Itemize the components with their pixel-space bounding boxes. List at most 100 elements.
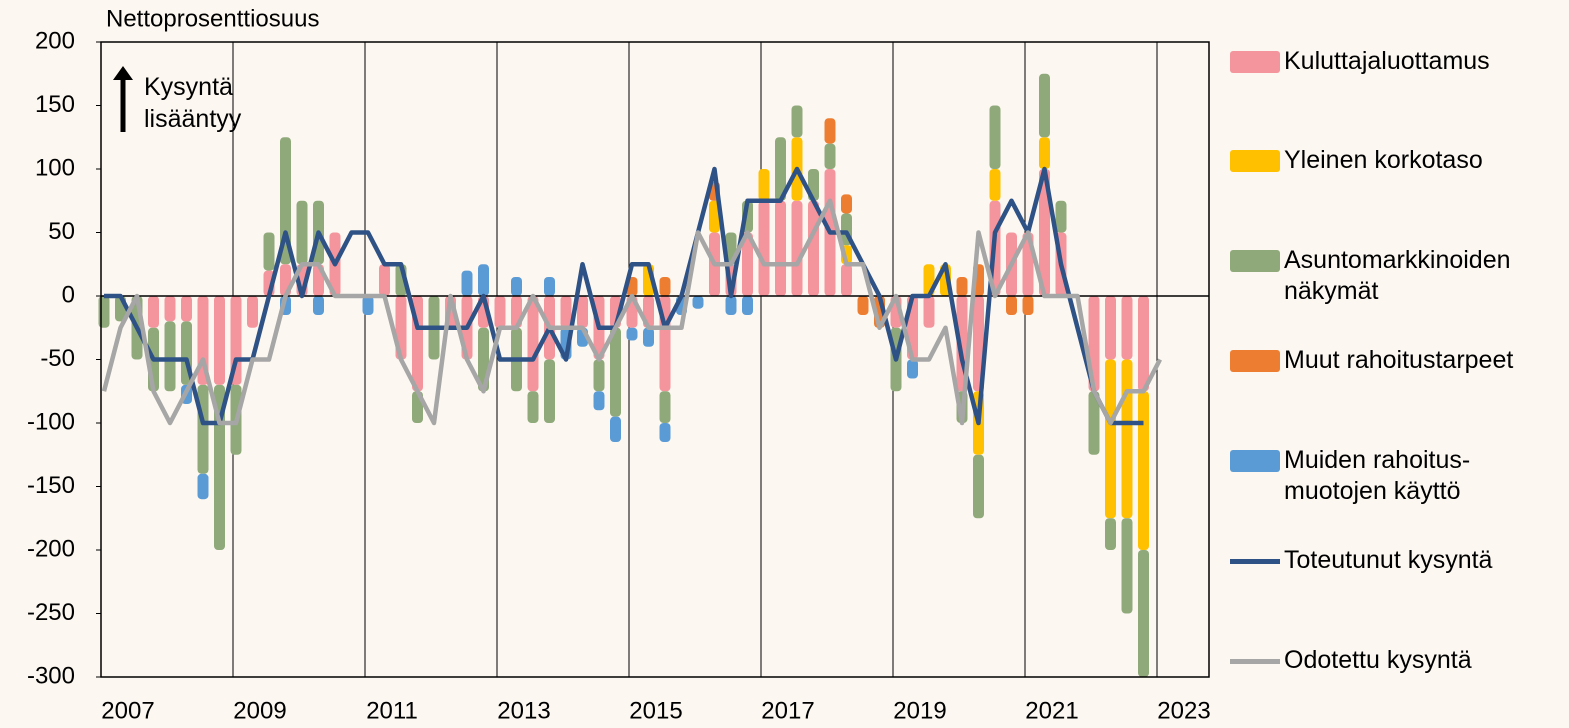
bar-segment (742, 296, 753, 316)
bar-segment (775, 200, 786, 296)
y-tick-label: -150 (27, 472, 75, 499)
bar-segment (263, 232, 275, 271)
bar-segment (824, 143, 836, 169)
bar-segment (1138, 550, 1149, 677)
legend-swatch (1230, 350, 1280, 372)
legend-item: Kuluttajaluottamus (1230, 46, 1569, 77)
legend-label: Muut rahoitustarpeet (1284, 346, 1514, 374)
bar-segment (544, 359, 555, 423)
x-tick-label: 2015 (629, 697, 682, 724)
bar-segment (593, 391, 605, 411)
x-tick-label: 2023 (1157, 697, 1210, 724)
bar-segment (692, 296, 704, 309)
bar-segment (214, 384, 225, 550)
x-tick-label: 2011 (366, 697, 418, 724)
bar-segment (824, 118, 836, 144)
arrow-head (113, 66, 133, 80)
bar-segment (560, 296, 572, 328)
bar-segment (379, 264, 390, 296)
bar-segment (1006, 296, 1017, 316)
bar-segment (1121, 296, 1133, 360)
y-tick-label: -200 (27, 535, 75, 562)
legend-swatch (1230, 659, 1280, 664)
bar-segment (1039, 169, 1050, 296)
bar-segment (989, 169, 1001, 201)
legend-label: Asuntomarkkinoiden näkymät (1284, 246, 1511, 305)
y-tick-label: 200 (35, 27, 75, 54)
bar-segment (808, 200, 819, 296)
bar-segment (709, 200, 720, 233)
bar-segment (247, 296, 258, 328)
bar-segment (923, 296, 935, 328)
y-tick-label: 100 (35, 154, 75, 181)
bar-segment (148, 296, 159, 328)
legend-item: Toteutunut kysyntä (1230, 545, 1569, 576)
x-tick-label: 2007 (101, 697, 154, 724)
bar-segment (1121, 518, 1133, 614)
bar-segment (907, 359, 918, 379)
bar-segment (857, 296, 869, 316)
y-axis-title: Nettoprosenttiosuus (106, 5, 319, 32)
bar-segment (775, 137, 786, 201)
bar-segment (643, 327, 654, 347)
bars (98, 73, 1149, 677)
bar-segment (973, 454, 984, 519)
legend-label: Kuluttajaluottamus (1284, 47, 1490, 75)
bar-segment (544, 276, 555, 296)
bar-segment (197, 473, 209, 500)
bar-segment (1121, 359, 1133, 519)
bar-segment (478, 264, 489, 296)
y-tick-label: -100 (27, 408, 75, 435)
legend-swatch (1230, 250, 1280, 272)
y-tick-label: 50 (48, 218, 75, 245)
bar-segment (659, 423, 671, 443)
x-tick-label: 2021 (1025, 697, 1078, 724)
bar-segment (725, 296, 737, 316)
bar-segment (214, 296, 225, 385)
bar-segment (610, 327, 621, 417)
bar-segment (758, 200, 770, 296)
bar-segment (956, 276, 968, 296)
legend-swatch (1230, 450, 1280, 472)
bar-segment (1105, 359, 1116, 519)
legend-item: Muut rahoitustarpeet (1230, 345, 1569, 376)
x-tick-label: 2009 (233, 697, 286, 724)
bar-segment (1138, 296, 1149, 392)
bar-segment (841, 264, 852, 296)
bar-segment (1105, 518, 1116, 550)
bar-segment (989, 105, 1001, 169)
bar-segment (511, 276, 522, 296)
bar-segment (280, 137, 291, 265)
legend-item: Asuntomarkkinoiden näkymät (1230, 245, 1569, 307)
y-tick-label: -300 (27, 662, 75, 689)
bar-segment (164, 296, 176, 322)
plot-frame (100, 41, 1210, 678)
bar-segment (593, 359, 605, 392)
legend-swatch (1230, 559, 1280, 564)
bar-segment (841, 194, 852, 214)
x-tick-label: 2017 (761, 697, 814, 724)
bar-segment (626, 327, 638, 341)
bar-segment (362, 296, 374, 316)
y-tick-label: 0 (62, 281, 75, 308)
bar-segment (1039, 73, 1050, 138)
legend-swatch (1230, 51, 1280, 73)
series-line (101, 198, 1162, 426)
bar-segment (494, 296, 506, 328)
legend-swatch (1230, 150, 1280, 172)
bar-segment (1138, 391, 1149, 550)
y-tick-label: -50 (40, 345, 75, 372)
bar-segment (1055, 200, 1067, 233)
bar-segment (659, 391, 671, 423)
annotation: Kysyntä lisääntyy (144, 73, 242, 133)
bar-segment (758, 169, 770, 201)
y-tick-label: 150 (35, 91, 75, 118)
bar-segment (313, 296, 324, 316)
legend-label: Muiden rahoitus-muotojen käyttö (1284, 446, 1471, 505)
bar-segment (527, 391, 539, 423)
legend-item: Muiden rahoitus-muotojen käyttö (1230, 445, 1514, 507)
x-tick-label: 2019 (893, 697, 946, 724)
bar-segment (610, 416, 621, 443)
